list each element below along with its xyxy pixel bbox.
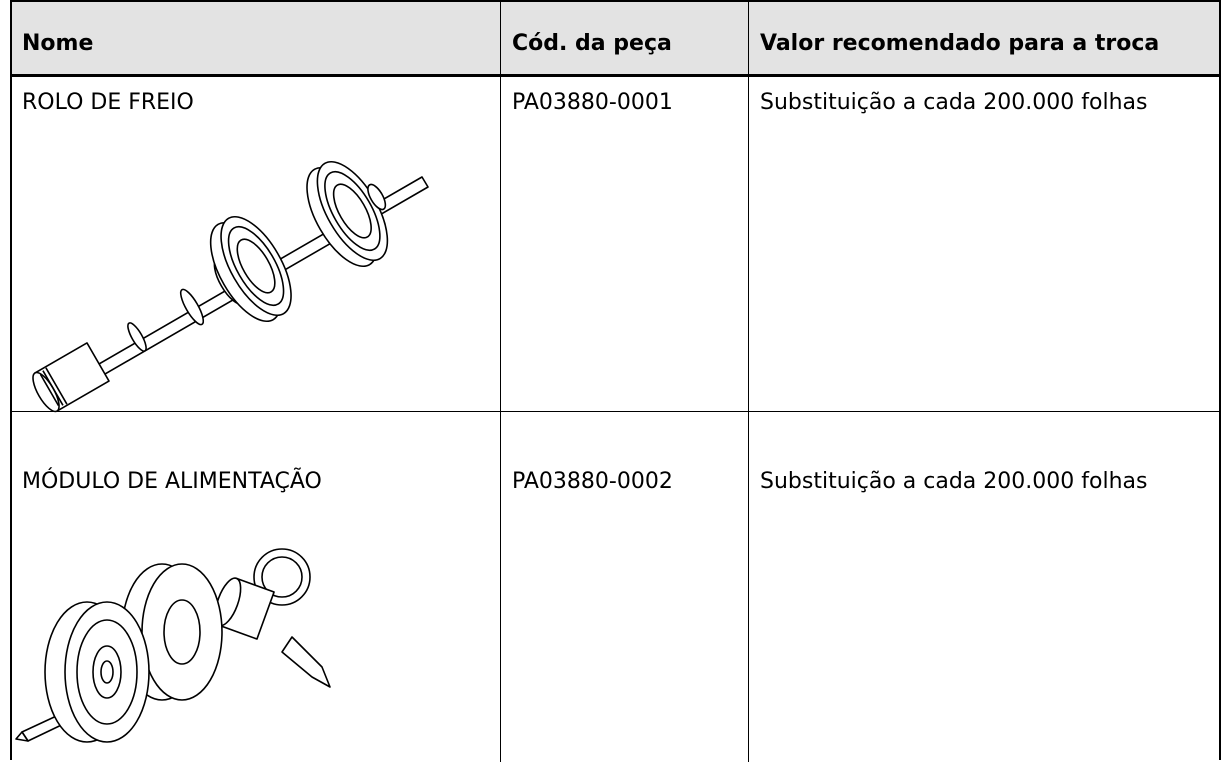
- column-divider: [748, 2, 749, 762]
- header-row: [12, 2, 1219, 77]
- brake-roller-illustration: [32, 160, 429, 413]
- header-cell: Valor recomendado para a troca: [760, 31, 1160, 56]
- parts-table: Nome Cód. da peça Valor recomendado para…: [10, 0, 1221, 762]
- header-cell: Cód. da peça: [512, 31, 672, 56]
- replacement-value: Substituição a cada 200.000 folhas: [760, 469, 1148, 494]
- column-divider: [500, 2, 501, 762]
- feed-module-illustration: [15, 548, 331, 743]
- part-name: ROLO DE FREIO: [22, 90, 194, 115]
- row-divider: [12, 411, 1219, 412]
- part-name: MÓDULO DE ALIMENTAÇÃO: [22, 469, 322, 494]
- header-cell: Nome: [22, 31, 94, 56]
- replacement-value: Substituição a cada 200.000 folhas: [760, 90, 1148, 115]
- part-code: PA03880-0002: [512, 469, 673, 494]
- part-code: PA03880-0001: [512, 90, 673, 115]
